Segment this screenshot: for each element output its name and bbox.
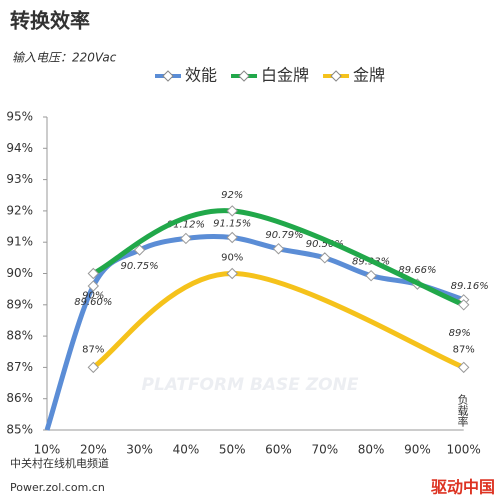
y-tick-label: 93%: [6, 172, 33, 186]
footer: Power.zol.com.cn: [10, 481, 105, 494]
marker: [319, 252, 331, 264]
footer: 中关村在线机电频道: [10, 456, 109, 470]
data-label: 92%: [221, 190, 243, 201]
data-label: 89.60%: [74, 297, 112, 308]
x-tick-label: 50%: [219, 443, 246, 457]
marker: [457, 299, 470, 311]
data-label: 90.75%: [121, 261, 159, 272]
marker: [180, 232, 192, 245]
legend-marker: [162, 70, 174, 82]
data-label: 90.79%: [265, 230, 303, 241]
legend-marker: [238, 70, 250, 82]
marker: [365, 269, 377, 282]
series-line: [92, 208, 465, 308]
y-tick-label: 94%: [6, 141, 33, 155]
subtitle: 输入电压：220Vac: [12, 51, 117, 65]
y-tick-label: 91%: [6, 235, 33, 249]
y-tick-label: 88%: [6, 329, 33, 343]
marker: [87, 361, 100, 374]
marker: [226, 267, 238, 280]
logo: 驱动中国: [431, 478, 495, 497]
y-tick-label: 85%: [6, 423, 33, 437]
marker: [133, 244, 146, 256]
marker: [226, 231, 238, 244]
marker: [87, 267, 100, 280]
x-tick-label: 60%: [265, 443, 292, 457]
y-tick-label: 87%: [6, 360, 33, 374]
data-label: 91.15%: [213, 219, 251, 230]
y-tick-label: 86%: [6, 391, 33, 405]
marker: [457, 361, 470, 374]
x-tick-label: 70%: [311, 443, 338, 457]
legend-label: 效能: [185, 66, 217, 85]
data-label: 91.12%: [167, 219, 205, 230]
data-label: 89.16%: [451, 281, 489, 292]
y-tick-label: 90%: [6, 266, 33, 280]
data-label: 90%: [82, 291, 104, 302]
x-tick-label: 30%: [126, 443, 153, 457]
y-tick-label: 95%: [6, 110, 33, 124]
x-tick-label: 20%: [80, 443, 107, 457]
x-tick-label: 80%: [358, 443, 385, 457]
marker: [87, 280, 100, 292]
data-label: 89%: [449, 328, 471, 339]
data-label: 89.66%: [398, 265, 436, 276]
legend-label: 金牌: [353, 66, 385, 85]
data-label: 90%: [221, 253, 243, 264]
x-tick-label: 10%: [34, 443, 61, 457]
legend-label: 白金牌: [261, 66, 309, 85]
x-tick-label: 40%: [173, 443, 200, 457]
data-label: 87%: [82, 344, 104, 355]
data-label: 87%: [453, 344, 475, 355]
legend-marker: [330, 70, 342, 82]
x-tick-label: 90%: [404, 443, 431, 457]
x-tick-label: 100%: [447, 443, 481, 457]
watermark: PLATFORM BASE ZONE: [142, 375, 359, 395]
series-line: [91, 271, 465, 370]
y-tick-label: 89%: [6, 297, 33, 311]
x-axis-label: 负载率: [456, 393, 469, 428]
y-tick-label: 92%: [6, 203, 33, 217]
chart-title: 转换效率: [10, 9, 90, 33]
marker: [272, 243, 285, 255]
marker: [226, 205, 238, 217]
data-label: 90.50%: [306, 239, 344, 250]
